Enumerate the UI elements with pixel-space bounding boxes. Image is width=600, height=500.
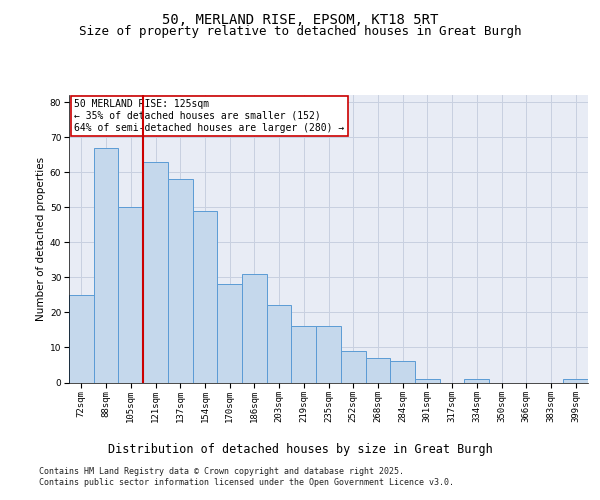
Bar (464, 379, 489, 382)
Bar (316, 326, 341, 382)
Bar (242, 274, 267, 382)
Bar (415, 379, 440, 382)
Text: 50, MERLAND RISE, EPSOM, KT18 5RT: 50, MERLAND RISE, EPSOM, KT18 5RT (162, 12, 438, 26)
Text: Distribution of detached houses by size in Great Burgh: Distribution of detached houses by size … (107, 442, 493, 456)
Bar (217, 284, 242, 382)
Bar (292, 326, 316, 382)
Y-axis label: Number of detached properties: Number of detached properties (35, 156, 46, 321)
Bar (563, 379, 588, 382)
Bar (390, 362, 415, 382)
Bar (94, 148, 118, 382)
Bar (69, 295, 94, 382)
Bar (168, 179, 193, 382)
Text: Contains HM Land Registry data © Crown copyright and database right 2025.
Contai: Contains HM Land Registry data © Crown c… (39, 468, 454, 487)
Bar (193, 210, 217, 382)
Bar (118, 207, 143, 382)
Bar (365, 358, 390, 382)
Bar (267, 306, 292, 382)
Text: 50 MERLAND RISE: 125sqm
← 35% of detached houses are smaller (152)
64% of semi-d: 50 MERLAND RISE: 125sqm ← 35% of detache… (74, 100, 344, 132)
Text: Size of property relative to detached houses in Great Burgh: Size of property relative to detached ho… (79, 25, 521, 38)
Bar (143, 162, 168, 382)
Bar (341, 351, 365, 382)
